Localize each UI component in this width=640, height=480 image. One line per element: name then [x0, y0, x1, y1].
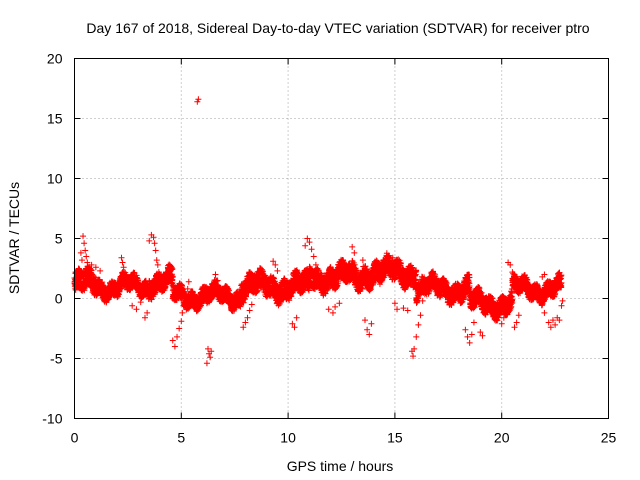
- data-point: [169, 273, 176, 280]
- grid: [74, 58, 609, 419]
- data-point: [91, 273, 98, 280]
- data-points: [71, 96, 566, 367]
- chart-title: Day 167 of 2018, Sidereal Day-to-day VTE…: [86, 20, 589, 36]
- data-point: [169, 265, 176, 272]
